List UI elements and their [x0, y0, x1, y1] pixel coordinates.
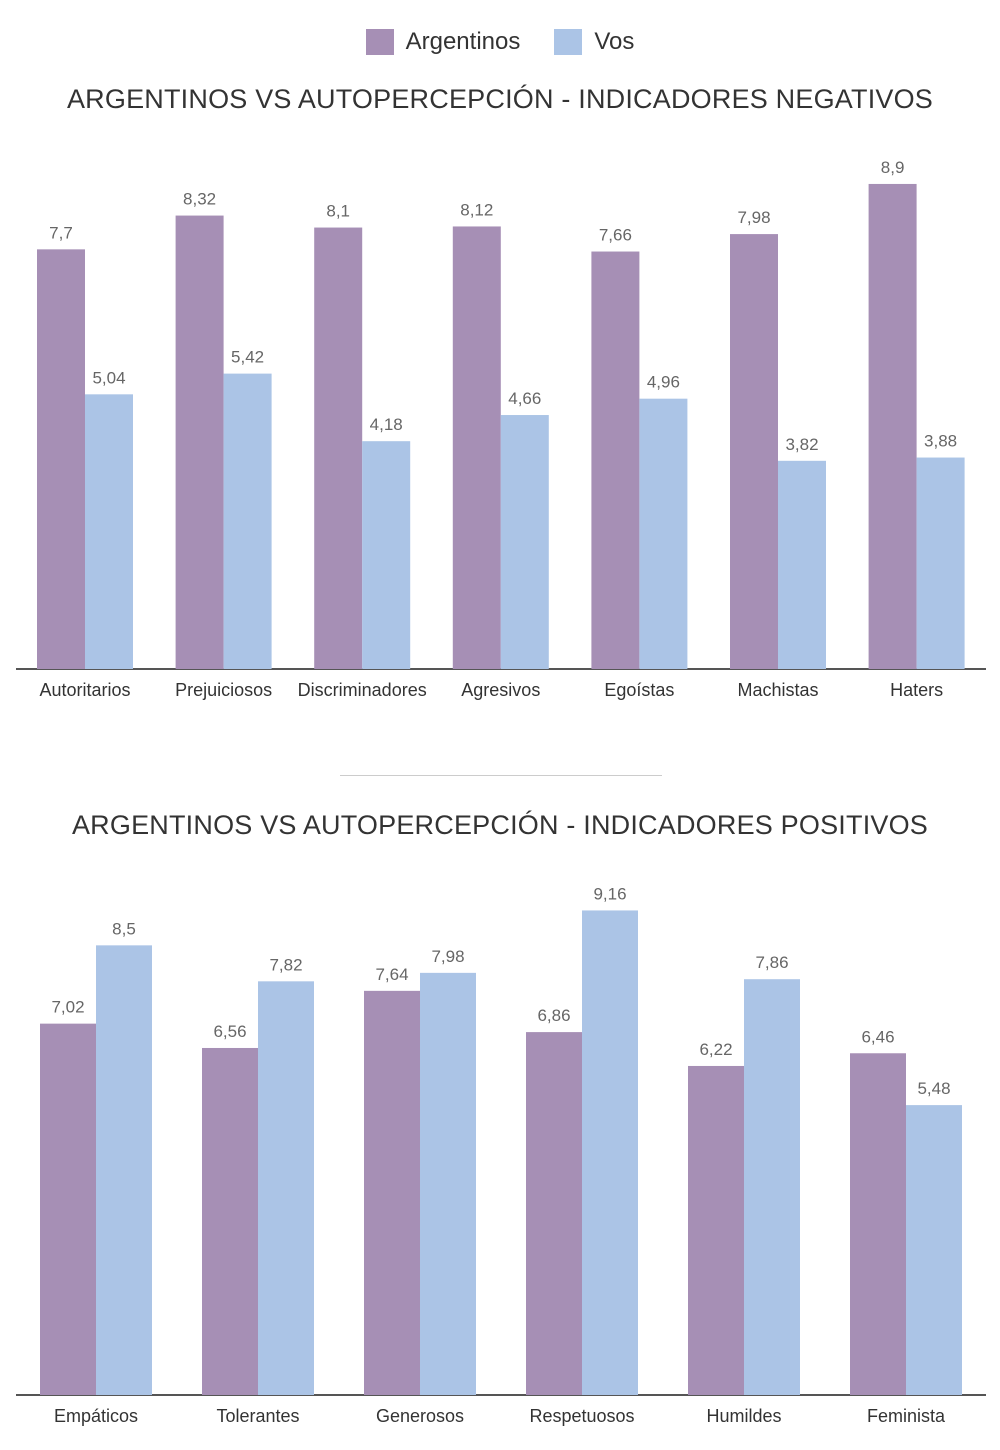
legend: Argentinos Vos	[0, 24, 1000, 60]
neg-bar-argentinos-5	[730, 234, 778, 669]
pos-tick-label-2: Generosos	[376, 1406, 464, 1426]
pos-data-label-argentinos-3: 6,86	[537, 1006, 570, 1025]
neg-data-label-vos-1: 5,42	[231, 348, 264, 367]
pos-bar-argentinos-3	[526, 1032, 582, 1395]
pos-bar-argentinos-2	[364, 990, 420, 1395]
neg-bar-argentinos-0	[37, 249, 85, 669]
pos-bar-vos-1	[258, 981, 314, 1395]
pos-bar-argentinos-1	[202, 1047, 258, 1395]
neg-bar-argentinos-1	[175, 215, 224, 669]
legend-label-vos: Vos	[594, 28, 635, 55]
pos-data-label-vos-0: 8,5	[112, 919, 136, 938]
neg-bar-vos-4	[639, 398, 688, 669]
neg-tick-label-6: Haters	[890, 680, 943, 700]
neg-bar-argentinos-4	[591, 251, 640, 669]
pos-data-label-vos-3: 9,16	[593, 884, 626, 903]
neg-bar-vos-3	[500, 415, 549, 669]
neg-tick-label-0: Autoritarios	[39, 680, 130, 700]
neg-data-label-argentinos-1: 8,32	[183, 190, 216, 209]
pos-data-label-vos-1: 7,82	[269, 955, 302, 974]
neg-data-label-vos-2: 4,18	[370, 415, 403, 434]
neg-bar-vos-1	[223, 373, 272, 669]
legend-label-argentinos: Argentinos	[405, 28, 521, 55]
neg-bar-vos-2	[362, 441, 411, 669]
pos-tick-label-5: Feminista	[867, 1406, 946, 1426]
pos-tick-label-0: Empáticos	[54, 1406, 138, 1426]
pos-bar-vos-3	[582, 910, 638, 1395]
chart-positive: 7,02 8,5 Empáticos 6,56 7,82 Tolerantes 7,64 7,…	[16, 884, 986, 1426]
legend-swatch-vos	[554, 29, 583, 55]
pos-bar-argentinos-5	[850, 1053, 906, 1395]
legend-item-vos[interactable]: Vos	[554, 28, 634, 56]
neg-data-label-vos-0: 5,04	[92, 368, 125, 387]
pos-tick-label-1: Tolerantes	[216, 1406, 299, 1426]
pos-data-label-argentinos-1: 6,56	[213, 1022, 246, 1041]
neg-bar-vos-6	[916, 457, 965, 669]
neg-data-label-argentinos-2: 8,1	[326, 202, 350, 221]
neg-data-label-argentinos-4: 7,66	[599, 226, 632, 245]
legend-swatch-argentinos	[365, 29, 394, 55]
pos-tick-label-4: Humildes	[706, 1406, 781, 1426]
neg-data-label-vos-6: 3,88	[924, 432, 957, 451]
pos-data-label-argentinos-0: 7,02	[51, 998, 84, 1017]
neg-bar-vos-5	[778, 460, 826, 669]
pos-data-label-vos-4: 7,86	[755, 953, 788, 972]
chart-negative: 7,7 5,04 Autoritarios 8,32 5,42 Prejuiciosos 8…	[16, 158, 986, 700]
pos-bar-vos-4	[744, 979, 800, 1395]
neg-bar-argentinos-6	[868, 183, 917, 669]
pos-bar-vos-5	[906, 1105, 962, 1395]
pos-data-label-argentinos-2: 7,64	[375, 965, 408, 984]
neg-data-label-argentinos-3: 8,12	[460, 200, 493, 219]
neg-data-label-vos-5: 3,82	[785, 435, 818, 454]
pos-data-label-vos-2: 7,98	[431, 947, 464, 966]
neg-data-label-vos-3: 4,66	[508, 389, 541, 408]
neg-bar-argentinos-3	[452, 226, 501, 669]
pos-tick-label-3: Respetuosos	[529, 1406, 634, 1426]
neg-bar-vos-0	[85, 394, 133, 669]
neg-data-label-argentinos-0: 7,7	[49, 223, 73, 242]
chart-title-positive: ARGENTINOS VS AUTOPERCEPCIÓN - INDICADOR…	[71, 810, 929, 840]
pos-data-label-argentinos-4: 6,22	[699, 1040, 732, 1059]
legend-item-argentinos[interactable]: Argentinos	[365, 28, 521, 56]
neg-tick-label-1: Prejuiciosos	[175, 680, 272, 700]
neg-tick-label-4: Egoístas	[604, 680, 674, 700]
pos-data-label-vos-5: 5,48	[917, 1079, 950, 1098]
pos-data-label-argentinos-5: 6,46	[861, 1027, 894, 1046]
neg-tick-label-2: Discriminadores	[298, 680, 427, 700]
pos-bar-vos-0	[96, 945, 152, 1395]
neg-data-label-vos-4: 4,96	[647, 373, 680, 392]
pos-bar-argentinos-4	[688, 1065, 744, 1395]
neg-tick-label-3: Agresivos	[461, 680, 540, 700]
neg-data-label-argentinos-6: 8,9	[881, 158, 905, 177]
pos-bar-vos-2	[420, 972, 476, 1395]
neg-tick-label-5: Machistas	[737, 680, 818, 700]
divider	[340, 775, 662, 776]
chart-title-negative: ARGENTINOS VS AUTOPERCEPCIÓN - INDICADOR…	[66, 84, 934, 114]
pos-bar-argentinos-0	[40, 1023, 96, 1395]
neg-data-label-argentinos-5: 7,98	[737, 208, 770, 227]
neg-bar-argentinos-2	[314, 227, 363, 670]
